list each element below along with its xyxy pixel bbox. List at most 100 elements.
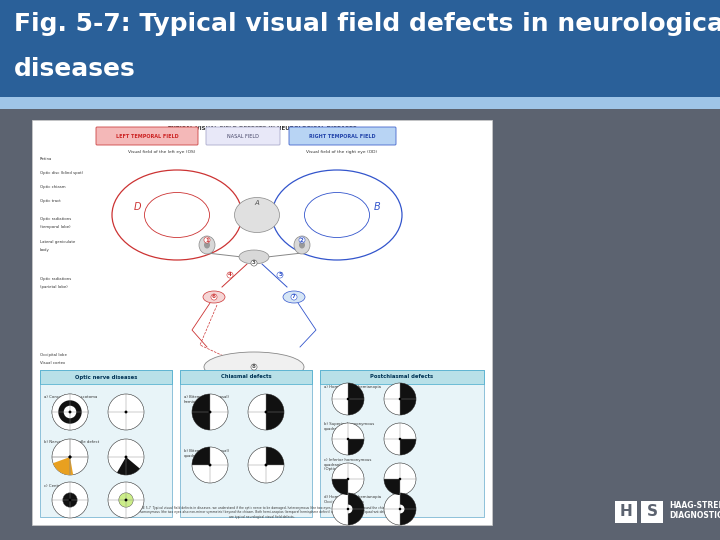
Wedge shape (348, 439, 364, 455)
Text: 3: 3 (252, 260, 256, 266)
Circle shape (125, 410, 127, 414)
Ellipse shape (294, 236, 310, 254)
Bar (641, 501, 663, 523)
Circle shape (384, 423, 416, 455)
Text: (temporal lobe): (temporal lobe) (40, 225, 71, 229)
Bar (0, 97, 720, 109)
Text: (parietal lobe): (parietal lobe) (40, 285, 68, 289)
Circle shape (332, 493, 364, 525)
Circle shape (343, 504, 353, 514)
Wedge shape (192, 394, 210, 430)
Circle shape (52, 439, 88, 475)
Ellipse shape (199, 236, 215, 254)
Bar (32, 120, 492, 525)
Text: Optic radiations: Optic radiations (40, 217, 71, 221)
Circle shape (399, 478, 401, 480)
Ellipse shape (299, 241, 305, 248)
Text: Visual field of the left eye (OS): Visual field of the left eye (OS) (128, 150, 196, 154)
Wedge shape (400, 493, 416, 525)
Text: HAAG-STREIT: HAAG-STREIT (669, 502, 720, 510)
Text: Optic nerve diseases: Optic nerve diseases (75, 375, 138, 380)
Text: body: body (40, 248, 50, 252)
Text: Optic disc (blind spot): Optic disc (blind spot) (40, 171, 83, 175)
Wedge shape (266, 447, 284, 465)
Circle shape (399, 398, 401, 400)
Circle shape (347, 478, 349, 480)
Text: diseases: diseases (14, 57, 136, 81)
Text: b) Nerve fibre bundle defect: b) Nerve fibre bundle defect (44, 440, 99, 444)
Text: RIGHT TEMPORAL FIELD: RIGHT TEMPORAL FIELD (310, 133, 376, 138)
Circle shape (125, 456, 127, 458)
Text: DIAGNOSTICS: DIAGNOSTICS (669, 511, 720, 521)
Circle shape (52, 394, 88, 430)
Circle shape (108, 482, 144, 518)
Ellipse shape (239, 250, 269, 264)
Text: Optic chiasm: Optic chiasm (40, 185, 66, 189)
Text: A: A (255, 200, 259, 206)
Text: TYPICAL VISUAL FIELD DEFECTS IN NEUROLOGICAL DISEASES: TYPICAL VISUAL FIELD DEFECTS IN NEUROLOG… (168, 126, 356, 131)
Text: 6: 6 (212, 294, 216, 300)
Circle shape (347, 438, 349, 440)
Text: Optic radiations: Optic radiations (40, 277, 71, 281)
Bar (320, 370, 484, 517)
Circle shape (58, 400, 81, 424)
FancyBboxPatch shape (206, 127, 280, 145)
Ellipse shape (204, 352, 304, 382)
Circle shape (108, 439, 144, 475)
Circle shape (399, 438, 401, 440)
Text: D: D (133, 202, 140, 212)
Text: Fig. 5-7: Typical visual field defects in neurological: Fig. 5-7: Typical visual field defects i… (14, 12, 720, 36)
Wedge shape (192, 447, 210, 465)
Circle shape (125, 498, 127, 502)
Text: S: S (647, 504, 657, 519)
Circle shape (68, 456, 71, 458)
Bar (40, 370, 172, 384)
Text: d) Homonymous hemianopia
Occipital lobe lesion: d) Homonymous hemianopia Occipital lobe … (324, 495, 381, 504)
Text: c) Central scotoma: c) Central scotoma (44, 484, 81, 488)
Text: Occipital lobe: Occipital lobe (40, 353, 67, 357)
Circle shape (384, 463, 416, 495)
Circle shape (192, 394, 228, 430)
Text: 1: 1 (205, 238, 209, 242)
Circle shape (119, 493, 133, 507)
Text: Lateral geniculate: Lateral geniculate (40, 240, 76, 244)
Text: 4: 4 (228, 273, 232, 278)
Circle shape (264, 463, 267, 467)
Wedge shape (117, 457, 140, 475)
Wedge shape (332, 479, 348, 495)
Text: c) Inferior homonymous
quadrantanopia
(Optic tract lesion): c) Inferior homonymous quadrantanopia (O… (324, 458, 372, 471)
Text: Visual cortex: Visual cortex (40, 361, 65, 365)
Text: NASAL FIELD: NASAL FIELD (227, 133, 259, 138)
Circle shape (68, 456, 71, 458)
Circle shape (332, 423, 364, 455)
Text: Visual field of the right eye (OD): Visual field of the right eye (OD) (307, 150, 377, 154)
Circle shape (68, 410, 71, 414)
Circle shape (68, 498, 71, 502)
Text: 7: 7 (292, 294, 296, 300)
Circle shape (63, 493, 77, 507)
Text: B: B (374, 202, 380, 212)
Circle shape (332, 463, 364, 495)
Wedge shape (348, 383, 364, 415)
Circle shape (248, 447, 284, 483)
Text: Retina: Retina (40, 157, 53, 161)
Text: Chiasmal defects: Chiasmal defects (221, 375, 271, 380)
Circle shape (384, 383, 416, 415)
Ellipse shape (235, 198, 279, 233)
Circle shape (347, 398, 349, 400)
Circle shape (209, 463, 212, 467)
Text: H: H (620, 504, 632, 519)
Circle shape (52, 394, 88, 430)
Circle shape (108, 394, 144, 430)
Ellipse shape (203, 291, 225, 303)
Wedge shape (400, 383, 416, 415)
Circle shape (209, 410, 212, 414)
FancyBboxPatch shape (96, 127, 198, 145)
Bar (180, 370, 312, 384)
Circle shape (395, 504, 405, 514)
Ellipse shape (204, 241, 210, 248)
Text: FIGURE 5-7  Typical visual field defects in diseases, we understand if the optic: FIGURE 5-7 Typical visual field defects … (132, 506, 392, 519)
Text: LEFT TEMPORAL FIELD: LEFT TEMPORAL FIELD (116, 133, 179, 138)
Text: a) Homonymous hemianopia: a) Homonymous hemianopia (324, 385, 381, 389)
Text: 2: 2 (300, 238, 304, 242)
